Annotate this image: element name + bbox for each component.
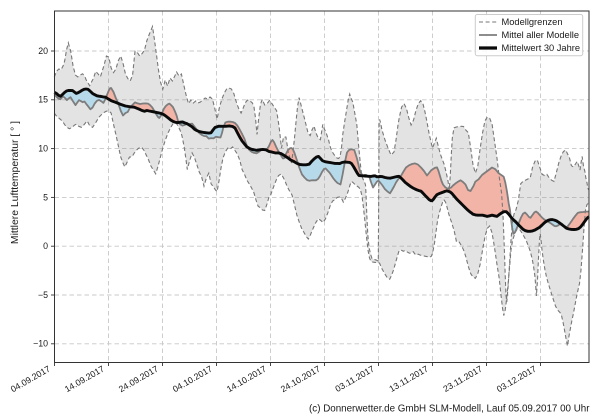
svg-text:Modellgrenzen: Modellgrenzen (502, 17, 563, 27)
svg-text:20: 20 (38, 46, 48, 56)
svg-text:Mittlere Lufttemperatur [ ° ]: Mittlere Lufttemperatur [ ° ] (10, 121, 21, 244)
svg-text:(c) Donnerwetter.de GmbH SLM-M: (c) Donnerwetter.de GmbH SLM-Modell, Lau… (309, 404, 590, 415)
svg-text:10: 10 (38, 144, 48, 154)
svg-text:−5: −5 (38, 290, 48, 300)
svg-text:Mittel aller Modelle: Mittel aller Modelle (502, 30, 580, 40)
svg-text:−10: −10 (33, 339, 48, 349)
svg-text:5: 5 (43, 192, 48, 202)
svg-text:15: 15 (38, 95, 48, 105)
svg-text:Mittelwert 30 Jahre: Mittelwert 30 Jahre (502, 43, 581, 53)
svg-text:0: 0 (43, 241, 48, 251)
